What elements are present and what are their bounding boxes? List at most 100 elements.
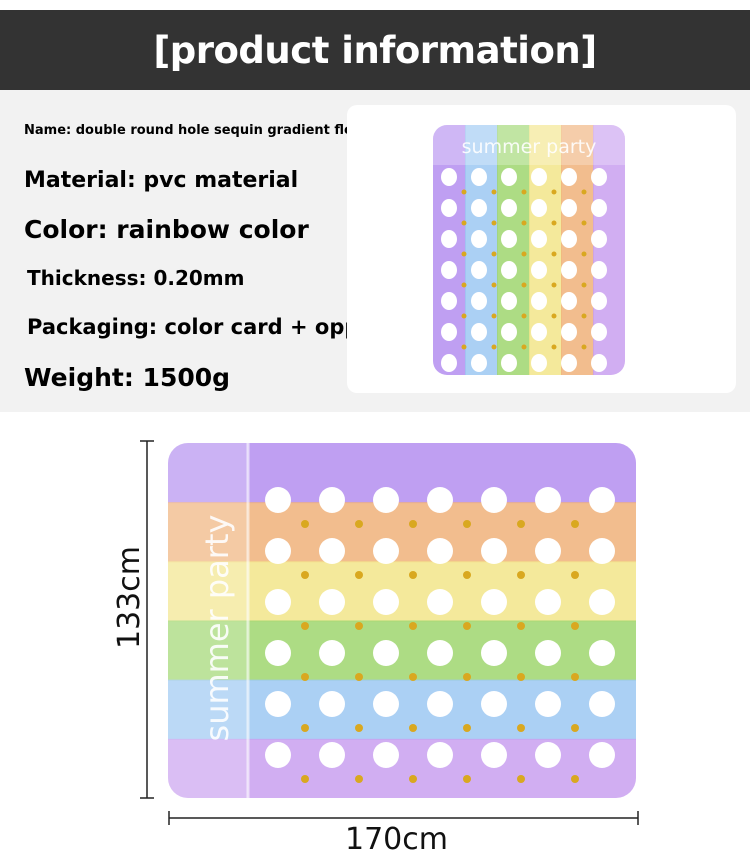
- sequin: [571, 520, 579, 528]
- hole: [481, 589, 507, 615]
- hole: [531, 230, 547, 248]
- hole: [561, 199, 577, 217]
- hole: [471, 230, 487, 248]
- hole: [481, 640, 507, 666]
- sequin: [517, 520, 525, 528]
- sequin: [571, 724, 579, 732]
- hole: [591, 292, 607, 310]
- sequin: [461, 189, 467, 195]
- sequin: [571, 622, 579, 630]
- hole: [441, 354, 457, 372]
- hole: [501, 230, 517, 248]
- sequin: [517, 673, 525, 681]
- hole: [501, 323, 517, 341]
- sequin: [521, 189, 527, 195]
- sequin: [517, 571, 525, 579]
- hole: [535, 640, 561, 666]
- sequin: [521, 344, 527, 350]
- sequin: [571, 775, 579, 783]
- hole: [373, 691, 399, 717]
- hole: [441, 323, 457, 341]
- hole: [319, 691, 345, 717]
- sequin: [491, 282, 497, 288]
- sequin: [491, 189, 497, 195]
- hole: [265, 640, 291, 666]
- sequin: [301, 520, 309, 528]
- hole: [441, 199, 457, 217]
- hole: [591, 354, 607, 372]
- sequin: [581, 344, 587, 350]
- hole: [501, 261, 517, 279]
- hole: [471, 261, 487, 279]
- hole: [589, 640, 615, 666]
- sequin: [301, 775, 309, 783]
- hole: [591, 230, 607, 248]
- hole: [531, 168, 547, 186]
- sequin: [491, 344, 497, 350]
- hole: [535, 487, 561, 513]
- hole: [531, 261, 547, 279]
- hole: [481, 691, 507, 717]
- sequin: [551, 344, 557, 350]
- hole: [561, 354, 577, 372]
- sequin: [571, 571, 579, 579]
- hole: [471, 199, 487, 217]
- product-image-top: summer party: [433, 125, 625, 375]
- hole: [501, 292, 517, 310]
- hole: [319, 487, 345, 513]
- sequin: [461, 282, 467, 288]
- hole: [481, 742, 507, 768]
- spec-thickness: Thickness: 0.20mm: [27, 266, 245, 290]
- hole: [441, 261, 457, 279]
- hole: [561, 230, 577, 248]
- height-dimension-line: [140, 440, 154, 799]
- sequin: [521, 282, 527, 288]
- sequin: [463, 571, 471, 579]
- hole: [535, 742, 561, 768]
- hole: [373, 640, 399, 666]
- hole: [471, 323, 487, 341]
- hole: [471, 292, 487, 310]
- sequin: [463, 724, 471, 732]
- hole: [373, 538, 399, 564]
- sequin: [355, 571, 363, 579]
- sequin: [463, 673, 471, 681]
- hole: [591, 323, 607, 341]
- sequin: [581, 282, 587, 288]
- hole: [265, 589, 291, 615]
- sequin: [521, 251, 527, 257]
- hole: [561, 168, 577, 186]
- hole: [471, 168, 487, 186]
- sequin: [461, 313, 467, 319]
- hole: [535, 691, 561, 717]
- color-stripe: [168, 561, 636, 622]
- hole: [501, 199, 517, 217]
- width-dimension-line: [168, 811, 639, 825]
- sequin: [551, 220, 557, 226]
- float-body: [168, 443, 636, 798]
- hole: [427, 487, 453, 513]
- sequin: [491, 251, 497, 257]
- hole: [319, 640, 345, 666]
- sequin: [409, 520, 417, 528]
- sequin: [551, 313, 557, 319]
- hole: [427, 538, 453, 564]
- sequin: [355, 520, 363, 528]
- hole: [373, 487, 399, 513]
- sequin: [491, 313, 497, 319]
- hole: [561, 323, 577, 341]
- spec-material: Material: pvc material: [24, 168, 299, 193]
- sequin: [581, 251, 587, 257]
- sequin: [409, 622, 417, 630]
- hole: [427, 589, 453, 615]
- hole: [591, 261, 607, 279]
- hole: [561, 292, 577, 310]
- width-label: 170cm: [345, 822, 448, 857]
- pillow: [433, 125, 625, 165]
- sequin: [461, 344, 467, 350]
- sequin: [355, 724, 363, 732]
- sequin: [355, 775, 363, 783]
- spec-name: Name: double round hole sequin gradient …: [24, 123, 423, 138]
- hole: [265, 487, 291, 513]
- hole: [589, 691, 615, 717]
